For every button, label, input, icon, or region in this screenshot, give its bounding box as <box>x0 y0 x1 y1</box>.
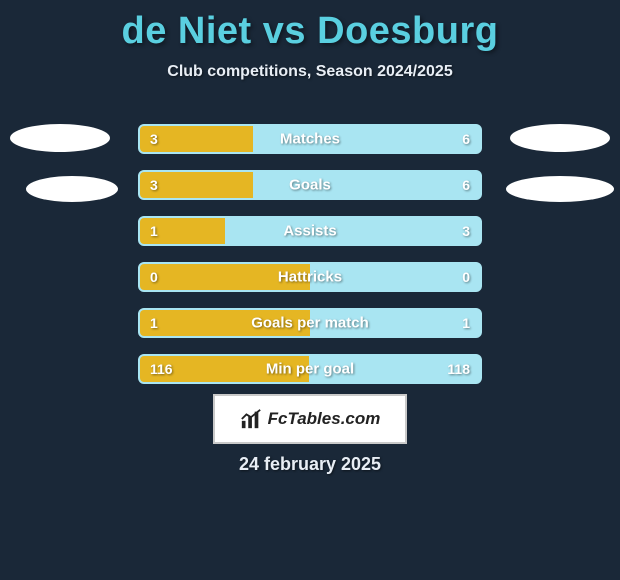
stat-value-right: 3 <box>462 223 470 239</box>
badge-text: FcTables.com <box>268 409 381 429</box>
stat-value-left: 116 <box>150 361 173 377</box>
stat-bar-left <box>140 310 310 336</box>
vs-text: vs <box>263 10 306 52</box>
page-title: de Niet vs Doesburg <box>0 0 620 53</box>
stat-value-left: 1 <box>150 315 158 331</box>
stat-value-right: 0 <box>462 269 470 285</box>
stat-value-left: 3 <box>150 177 158 193</box>
stat-value-right: 6 <box>462 131 470 147</box>
stat-value-left: 0 <box>150 269 158 285</box>
subtitle: Club competitions, Season 2024/2025 <box>0 63 620 81</box>
stat-row: 36Matches <box>138 124 482 154</box>
stat-row: 36Goals <box>138 170 482 200</box>
stat-row: 13Assists <box>138 216 482 246</box>
stat-value-right: 118 <box>447 361 470 377</box>
stat-value-right: 6 <box>462 177 470 193</box>
stat-value-left: 3 <box>150 131 158 147</box>
player1-name: de Niet <box>122 10 252 52</box>
decorative-ellipse-left-1 <box>10 124 110 152</box>
chart-icon <box>240 408 262 430</box>
stat-row: 11Goals per match <box>138 308 482 338</box>
stat-row: 00Hattricks <box>138 262 482 292</box>
stat-row: 116118Min per goal <box>138 354 482 384</box>
comparison-bars: 36Matches36Goals13Assists00Hattricks11Go… <box>138 124 482 400</box>
decorative-ellipse-right-1 <box>510 124 610 152</box>
date-text: 24 february 2025 <box>0 454 620 475</box>
source-badge: FcTables.com <box>213 394 407 444</box>
stat-value-right: 1 <box>462 315 470 331</box>
player2-name: Doesburg <box>317 10 498 52</box>
stat-value-left: 1 <box>150 223 158 239</box>
decorative-ellipse-right-2 <box>506 176 614 202</box>
decorative-ellipse-left-2 <box>26 176 118 202</box>
stat-bar-left <box>140 264 310 290</box>
